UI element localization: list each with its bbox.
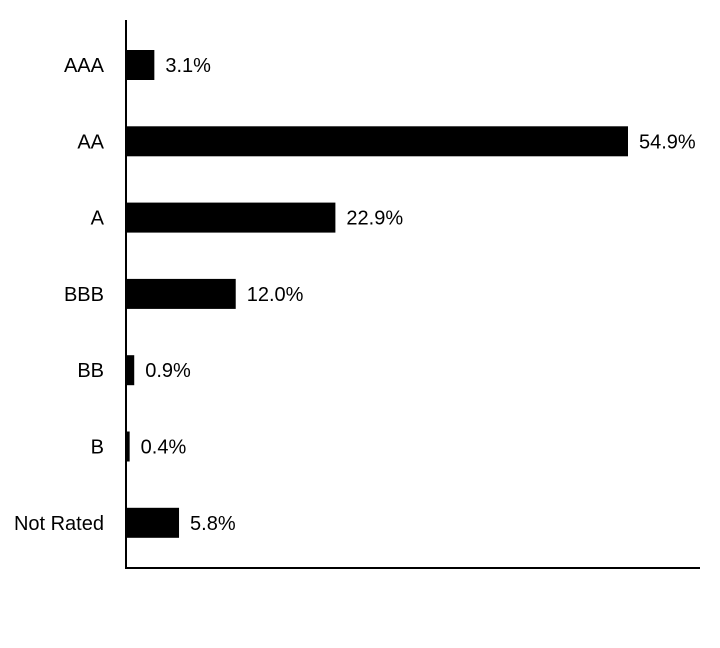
bar-aaa	[126, 50, 155, 80]
category-label-aa: AA	[77, 131, 104, 153]
category-label-a: A	[91, 208, 105, 230]
category-label-aaa: AAA	[64, 55, 105, 77]
value-labels-group: 3.1% 54.9% 22.9% 12.0% 0.9% 0.4% 5.8%	[141, 55, 696, 535]
value-label-b: 0.4%	[141, 437, 187, 459]
value-label-not-rated: 5.8%	[190, 513, 236, 535]
value-label-aaa: 3.1%	[165, 55, 211, 77]
category-label-bb: BB	[77, 360, 104, 382]
bar-bbb	[126, 278, 236, 309]
bar-b	[126, 431, 130, 462]
category-label-not-rated: Not Rated	[14, 513, 104, 535]
bar-a	[126, 202, 336, 233]
value-label-aa: 54.9%	[639, 131, 696, 153]
value-label-bbb: 12.0%	[247, 284, 304, 306]
bar-not-rated	[126, 507, 180, 538]
category-label-bbb: BBB	[64, 284, 104, 306]
bars-group	[126, 50, 628, 538]
value-label-bb: 0.9%	[145, 360, 191, 382]
category-label-b: B	[91, 437, 104, 459]
bar-bb	[126, 355, 135, 386]
value-label-a: 22.9%	[346, 208, 403, 230]
bar-aa	[126, 126, 628, 157]
